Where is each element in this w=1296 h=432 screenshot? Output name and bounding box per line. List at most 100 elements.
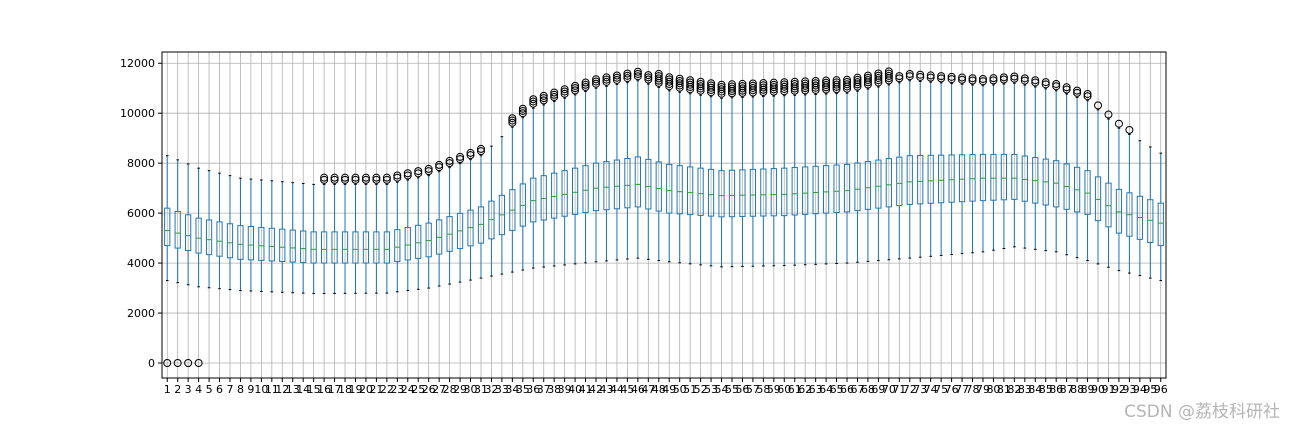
outlier — [811, 79, 820, 88]
outlier — [1073, 88, 1082, 97]
x-tick-label: 53 — [704, 383, 718, 396]
outlier — [686, 80, 695, 89]
box-82 — [1010, 72, 1019, 248]
box-body — [864, 160, 872, 210]
box-52 — [696, 77, 705, 266]
plot-frame — [161, 51, 1167, 379]
outlier — [696, 82, 705, 91]
outlier — [1041, 80, 1050, 89]
box-86 — [1052, 79, 1061, 253]
box-83 — [1020, 74, 1029, 249]
x-tick-label: 47 — [641, 383, 655, 396]
outlier — [529, 97, 538, 106]
outlier — [1052, 82, 1061, 91]
x-tick-label: 90 — [1091, 383, 1105, 396]
box-95 — [1147, 146, 1154, 279]
outlier — [884, 67, 893, 76]
outlier — [341, 173, 350, 182]
x-tick-label: 28 — [443, 383, 457, 396]
box-body — [655, 161, 662, 212]
x-tick-label: 79 — [976, 383, 990, 396]
outlier-low — [163, 359, 172, 368]
box-35 — [518, 104, 527, 271]
outlier — [832, 80, 841, 89]
outlier — [895, 72, 904, 81]
box-body — [676, 165, 683, 215]
box-2 — [174, 159, 181, 284]
outlier — [665, 73, 674, 82]
box-62 — [801, 77, 810, 266]
outlier — [581, 83, 590, 92]
outlier — [780, 80, 789, 89]
outlier — [435, 160, 444, 169]
box-body — [247, 226, 255, 261]
x-tick-label: 42 — [589, 383, 603, 396]
box-29 — [456, 152, 465, 283]
outlier — [1073, 86, 1082, 95]
outlier — [738, 82, 747, 91]
outlier — [1062, 83, 1071, 92]
outlier — [1083, 92, 1092, 101]
x-tick-label: 23 — [390, 383, 404, 396]
outlier — [361, 173, 370, 182]
outlier — [759, 79, 768, 88]
x-tick-label: 30 — [464, 383, 478, 396]
x-tick-label: 20 — [359, 383, 373, 396]
outlier — [696, 77, 705, 86]
outlier — [665, 75, 674, 84]
x-tick-label: 87 — [1060, 383, 1074, 396]
outlier — [801, 81, 810, 90]
box-43 — [602, 73, 611, 262]
x-tick-label: 95 — [1143, 383, 1157, 396]
outlier — [393, 173, 402, 182]
outlier — [780, 82, 789, 91]
box-body — [958, 154, 966, 203]
box-81 — [999, 73, 1008, 250]
outlier — [654, 72, 663, 81]
box-36 — [529, 95, 538, 269]
outlier — [707, 81, 716, 90]
box-71 — [895, 72, 904, 260]
outlier — [822, 78, 831, 87]
box-body — [843, 163, 851, 213]
box-body — [760, 168, 767, 217]
outlier — [633, 69, 642, 78]
x-tick-label: 70 — [882, 383, 896, 396]
x-tick-label: 32 — [484, 383, 498, 396]
box-66 — [843, 75, 852, 264]
outlier — [644, 71, 653, 80]
box-body — [394, 229, 401, 263]
box-21 — [372, 173, 381, 294]
outlier — [874, 71, 883, 80]
outlier — [769, 80, 778, 89]
x-tick-label: 19 — [348, 383, 362, 396]
box-series — [163, 67, 1164, 368]
box-body — [1157, 202, 1164, 247]
box-body — [1021, 155, 1028, 202]
y-tick-label: 12000 — [120, 57, 155, 70]
box-1 — [164, 155, 171, 282]
box-11 — [268, 180, 275, 293]
box-body — [415, 224, 422, 259]
x-tick-label: 33 — [495, 383, 509, 396]
box-body — [383, 231, 390, 264]
box-25 — [414, 167, 423, 290]
box-22 — [382, 173, 391, 294]
outlier — [801, 79, 810, 88]
outlier — [518, 106, 527, 115]
x-tick-label: 41 — [579, 383, 593, 396]
box-body — [331, 231, 338, 264]
box-51 — [686, 76, 695, 265]
box-53 — [707, 79, 716, 267]
x-tick-label: 37 — [537, 383, 551, 396]
outlier — [675, 76, 684, 85]
box-61 — [790, 77, 799, 266]
outlier — [832, 76, 841, 85]
y-tick-label: 10000 — [120, 107, 155, 120]
box-body — [938, 154, 945, 204]
x-tick-label: 21 — [369, 383, 383, 396]
outlier — [1020, 74, 1029, 83]
box-body — [990, 153, 997, 201]
x-tick-label: 73 — [913, 383, 927, 396]
outlier — [403, 169, 412, 178]
